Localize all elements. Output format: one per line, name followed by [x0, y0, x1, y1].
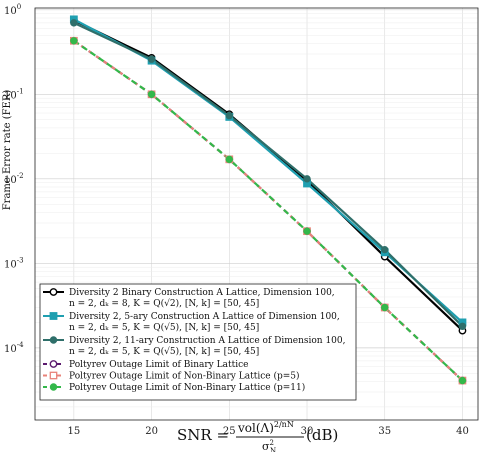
markers-layer — [69, 15, 467, 385]
data-point-series-3 — [303, 175, 311, 183]
y-tick-label: 10-2 — [4, 172, 24, 186]
legend-label-2-cont: n = 2, dₖ = 5, K = Q(√5), [N, k] = [50, … — [69, 322, 259, 333]
x-tick-label: 30 — [301, 426, 314, 437]
y-axis-label: Frame Error rate (FER) — [2, 90, 13, 211]
x-tick-labels: 15 20 25 30 35 40 — [67, 426, 468, 437]
data-point-series-3 — [147, 55, 156, 63]
plot-frame — [34, 7, 479, 421]
legend-label-1: Diversity 2 Binary Construction A Lattic… — [69, 288, 335, 298]
data-point-series-3 — [225, 111, 233, 120]
data-point-series-6 — [458, 376, 467, 385]
x-label-frac-num: vol(Λ) — [237, 421, 274, 435]
y-tick-labels: 100 10-1 10-2 10-3 10-4 — [4, 3, 24, 355]
y-tick-label: 100 — [4, 3, 21, 17]
x-tick-label: 25 — [223, 426, 236, 437]
data-point-series-3 — [70, 19, 78, 27]
legend-marker-1 — [49, 288, 58, 296]
series-line-3 — [73, 21, 464, 328]
x-label-frac-den-sup: 2 — [270, 439, 274, 447]
svg-text:σ2N: σ2 N — [262, 439, 276, 452]
x-tick-label: 35 — [378, 426, 391, 437]
svg-text:SNR =: SNR = — [177, 426, 229, 444]
data-point-series-6 — [147, 90, 156, 99]
y-tick-label: 10-1 — [4, 87, 24, 101]
legend-marker-3 — [49, 336, 58, 344]
x-label-frac-den-sub: N — [270, 447, 276, 452]
x-label-frac-num-sup: 2/nN — [274, 420, 294, 429]
data-point-series-3 — [381, 245, 389, 254]
legend-label-1-cont: n = 2, dₖ = 8, K = Q(√2), [N, k] = [50, … — [69, 298, 259, 309]
x-tick-label: 40 — [456, 426, 469, 437]
legend-label-2: Diversity 2, 5-ary Construction A Lattic… — [69, 312, 340, 322]
data-point-series-6 — [381, 303, 389, 312]
legend-label-3-cont: n = 2, dₖ = 5, K = Q(√5), [N, k] = [50, … — [69, 346, 259, 357]
svg-text:(dB): (dB) — [306, 426, 338, 444]
legend-marker-4 — [49, 360, 58, 368]
legend-marker-6 — [49, 383, 58, 391]
legend-label-4: Poltyrev Outage Limit of Binary Lattice — [69, 360, 248, 370]
x-label-frac-den: σ — [262, 440, 270, 452]
legend-marker-2 — [49, 312, 58, 320]
legend-marker-5 — [49, 371, 58, 380]
legend-box — [39, 283, 357, 401]
data-point-series-6 — [70, 37, 78, 45]
y-tick-label: 10-4 — [4, 341, 24, 355]
x-axis-label: SNR = vol(Λ)2/nN σ2 N (dB) — [177, 420, 338, 452]
y-tick-label: 10-3 — [4, 256, 24, 270]
legend: Diversity 2 Binary Construction A Lattic… — [39, 283, 357, 401]
data-point-series-3 — [458, 322, 467, 330]
legend-label-5: Poltyrev Outage Limit of Non-Binary Latt… — [69, 371, 300, 382]
data-point-series-6 — [225, 155, 233, 164]
svg-text:vol(Λ)2/nN: vol(Λ)2/nN — [237, 420, 294, 435]
x-tick-label: 20 — [145, 426, 158, 437]
legend-label-3: Diversity 2, 11-ary Construction A Latti… — [69, 336, 345, 346]
legend-label-6: Poltyrev Outage Limit of Non-Binary Latt… — [69, 382, 305, 393]
x-tick-label: 15 — [67, 426, 80, 437]
data-point-series-6 — [303, 227, 311, 235]
series-layer — [73, 18, 464, 382]
